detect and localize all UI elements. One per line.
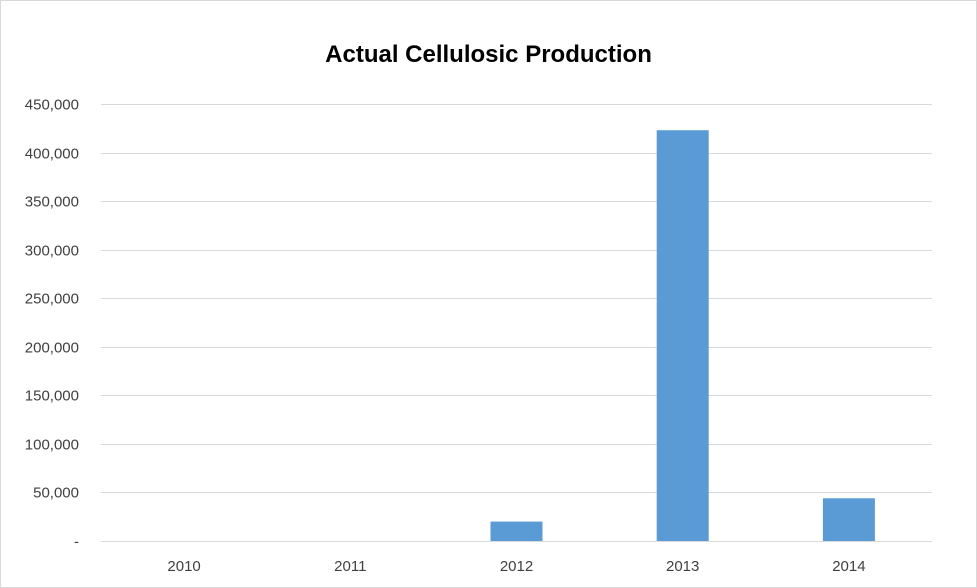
x-tick-label: 2013 [666,558,699,575]
x-axis-ticks: 2010 2011 2012 2013 2014 [167,558,865,575]
bar-2012 [490,521,543,541]
y-tick-label: 200,000 [25,340,79,357]
bar-2014 [822,498,875,541]
y-axis-ticks: - 50,000 100,000 150,000 200,000 250,000 300,0… [25,97,79,551]
y-tick-label: 400,000 [25,146,79,163]
x-tick-label: 2014 [832,558,865,575]
y-tick-label: 50,000 [33,485,79,502]
bar-2013 [656,130,709,541]
y-tick-label: 250,000 [25,291,79,308]
y-tick-label: 100,000 [25,437,79,454]
chart-title: Actual Cellulosic Production [325,41,652,68]
gridlines [101,104,932,542]
y-tick-label: 300,000 [25,243,79,260]
y-tick-label: 150,000 [25,388,79,405]
x-tick-label: 2010 [167,558,200,575]
bars [490,130,875,541]
y-tick-label: 350,000 [25,194,79,211]
y-tick-label: - [74,534,79,551]
y-tick-label: 450,000 [25,97,79,114]
x-tick-label: 2011 [334,558,366,575]
x-tick-label: 2012 [500,558,533,575]
